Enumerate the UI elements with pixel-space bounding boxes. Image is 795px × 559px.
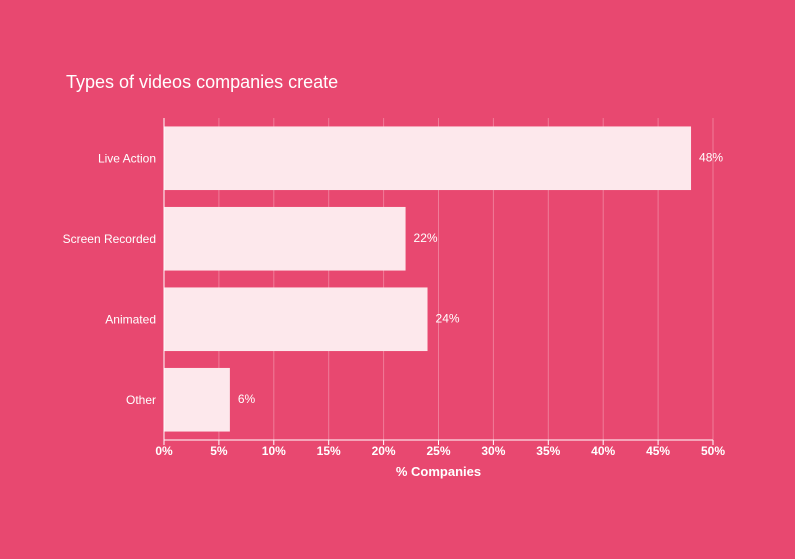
data-label: 24% <box>436 311 460 325</box>
category-label: Live Action <box>98 151 156 165</box>
data-label: 48% <box>699 150 723 164</box>
x-tick-label: 0% <box>155 444 173 458</box>
x-tick-label: 25% <box>426 444 450 458</box>
category-label: Animated <box>105 312 156 326</box>
x-tick-label: 35% <box>536 444 560 458</box>
bar <box>164 287 428 352</box>
x-tick-label: 45% <box>646 444 670 458</box>
bar <box>164 206 406 271</box>
bar <box>164 126 692 191</box>
x-tick-label: 40% <box>591 444 615 458</box>
bar <box>164 367 230 432</box>
x-tick-label: 15% <box>317 444 341 458</box>
x-tick-label: 30% <box>481 444 505 458</box>
category-label: Other <box>126 393 156 407</box>
x-tick-label: 20% <box>372 444 396 458</box>
x-tick-label: 50% <box>701 444 725 458</box>
x-tick-label: 5% <box>210 444 228 458</box>
x-tick-label: 10% <box>262 444 286 458</box>
chart-title: Types of videos companies create <box>66 72 339 92</box>
data-label: 22% <box>414 231 438 245</box>
x-axis-title: % Companies <box>396 464 481 479</box>
category-label: Screen Recorded <box>63 232 156 246</box>
data-label: 6% <box>238 392 256 406</box>
